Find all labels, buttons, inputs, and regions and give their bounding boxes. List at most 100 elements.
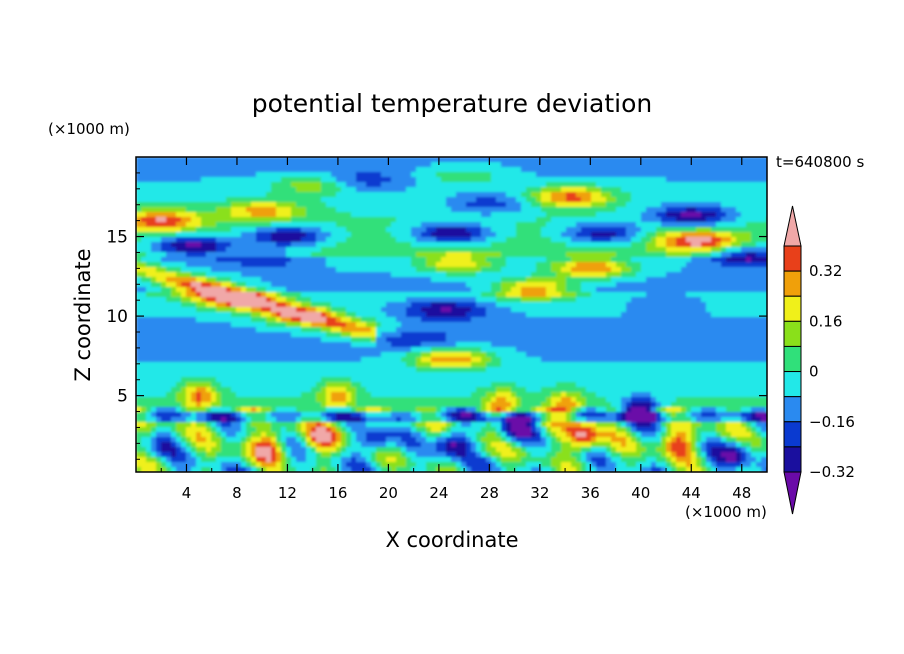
heat-cell [601, 257, 607, 263]
heat-cell [336, 252, 342, 258]
heat-cell [201, 257, 207, 263]
heat-cell [521, 287, 527, 293]
heat-cell [371, 222, 377, 228]
heat-cell [541, 222, 547, 228]
heat-cell [496, 302, 502, 308]
heat-cell [296, 277, 302, 283]
heat-cell [441, 187, 447, 193]
heat-cell [351, 267, 357, 273]
heat-cell [241, 207, 247, 213]
heat-cell [161, 282, 167, 288]
heat-cell [311, 227, 317, 233]
heat-cell [481, 212, 487, 218]
heat-cell [271, 162, 277, 168]
heat-cell [671, 192, 677, 198]
heat-cell [356, 297, 362, 303]
heat-cell [661, 347, 667, 353]
heat-cell [286, 327, 292, 333]
heat-cell [316, 312, 322, 318]
heat-cell [341, 182, 347, 188]
heat-cell [516, 282, 522, 288]
heat-cell [346, 247, 352, 253]
heat-cell [671, 262, 677, 268]
heat-cell [571, 197, 577, 203]
heat-cell [556, 302, 562, 308]
heat-cell [196, 342, 202, 348]
heat-cell [186, 277, 192, 283]
heat-cell [541, 252, 547, 258]
heat-cell [286, 237, 292, 243]
heat-cell [156, 157, 162, 163]
heat-cell [286, 332, 292, 338]
heat-cell [171, 297, 177, 303]
heat-cell [431, 322, 437, 328]
heat-cell [596, 202, 602, 208]
heat-cell [301, 217, 307, 223]
heat-cell [761, 317, 767, 323]
heat-cell [471, 287, 477, 293]
heat-cell [421, 287, 427, 293]
heat-cell [351, 237, 357, 243]
heat-cell [541, 292, 547, 298]
heat-cell [221, 192, 227, 198]
heat-cell [246, 297, 252, 303]
heat-cell [746, 167, 752, 173]
heat-cell [301, 172, 307, 178]
heat-cell [141, 222, 147, 228]
heat-cell [166, 252, 172, 258]
heat-cell [291, 252, 297, 258]
heat-cell [731, 167, 737, 173]
heat-cell [646, 347, 652, 353]
heat-cell [356, 167, 362, 173]
heat-cell [206, 347, 212, 353]
heat-cell [576, 332, 582, 338]
heat-cell [326, 257, 332, 263]
heat-cell [236, 232, 242, 238]
heat-cell [421, 162, 427, 168]
heat-cell [666, 287, 672, 293]
heat-cell [446, 257, 452, 263]
heat-cell [236, 172, 242, 178]
heat-cell [651, 267, 657, 273]
heat-cell [611, 307, 617, 313]
heat-cell [396, 257, 402, 263]
heat-cell [511, 272, 517, 278]
heat-cell [376, 232, 382, 238]
heat-cell [506, 302, 512, 308]
heat-cell [636, 157, 642, 163]
heat-cell [726, 292, 732, 298]
heat-cell [566, 257, 572, 263]
heat-cell [176, 197, 182, 203]
heat-cell [656, 232, 662, 238]
heat-cell [616, 227, 622, 233]
heat-cell [691, 167, 697, 173]
heat-cell [586, 222, 592, 228]
heat-cell [221, 352, 227, 358]
heat-cell [191, 157, 197, 163]
heat-cell [656, 192, 662, 198]
heat-cell [321, 337, 327, 343]
heat-cell [391, 287, 397, 293]
heat-cell [316, 267, 322, 273]
heat-cell [351, 182, 357, 188]
heat-cell [716, 177, 722, 183]
heat-cell [566, 247, 572, 253]
heat-cell [271, 342, 277, 348]
heat-cell [226, 287, 232, 293]
heat-cell [206, 292, 212, 298]
heat-cell [161, 277, 167, 283]
heat-cell [586, 302, 592, 308]
heat-cell [181, 222, 187, 228]
heat-cell [581, 167, 587, 173]
heat-cell [706, 262, 712, 268]
heat-cell [656, 287, 662, 293]
heat-cell [716, 197, 722, 203]
heat-cell [156, 167, 162, 173]
heat-cell [481, 247, 487, 253]
heat-cell [416, 337, 422, 343]
heat-cell [746, 252, 752, 258]
heat-cell [411, 347, 417, 353]
heat-cell [676, 312, 682, 318]
heat-cell [221, 332, 227, 338]
heat-cell [431, 317, 437, 323]
